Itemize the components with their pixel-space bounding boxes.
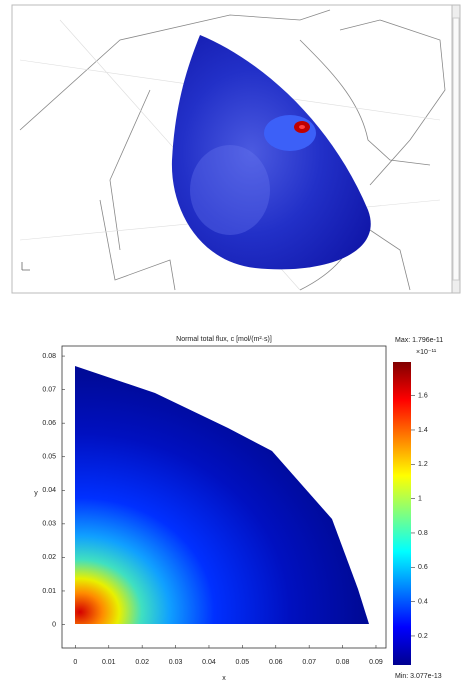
colorbar-tick-label: 1 bbox=[418, 495, 422, 502]
x-tick-label: 0.02 bbox=[135, 659, 149, 666]
y-tick-label: 0.01 bbox=[42, 588, 56, 595]
colorbar-tick-label: 0.2 bbox=[418, 633, 428, 640]
colorbar-tick-label: 0.8 bbox=[418, 530, 428, 537]
x-tick-label: 0.07 bbox=[302, 659, 316, 666]
y-tick-label: 0.06 bbox=[42, 420, 56, 427]
colorbar-tick-label: 1.6 bbox=[418, 392, 428, 399]
y-tick-label: 0 bbox=[52, 621, 56, 628]
plot-title: Normal total flux, c [mol/(m²·s)] bbox=[176, 336, 272, 343]
colorbar-tick-label: 1.2 bbox=[418, 461, 428, 468]
x-tick-label: 0.04 bbox=[202, 659, 216, 666]
3d-view bbox=[11, 4, 461, 294]
colorbar-scale: ×10⁻¹¹ bbox=[416, 349, 437, 356]
colorbar-tick-label: 0.6 bbox=[418, 564, 428, 571]
colorbar bbox=[393, 362, 411, 665]
x-tick-label: 0.03 bbox=[169, 659, 183, 666]
x-tick-label: 0.06 bbox=[269, 659, 283, 666]
y-tick-label: 0.05 bbox=[42, 454, 56, 461]
colorbar-tick-label: 0.4 bbox=[418, 598, 428, 605]
x-tick-label: 0.01 bbox=[102, 659, 116, 666]
x-tick-label: 0.08 bbox=[336, 659, 350, 666]
y-tick-label: 0.02 bbox=[42, 554, 56, 561]
x-tick-label: 0.05 bbox=[236, 659, 250, 666]
colorbar-tick-label: 1.4 bbox=[418, 427, 428, 434]
x-tick-label: 0.09 bbox=[369, 659, 383, 666]
y-axis-label: y bbox=[34, 490, 38, 497]
x-axis-label: x bbox=[222, 675, 226, 682]
y-tick-label: 0.04 bbox=[42, 487, 56, 494]
max-label: Max: 1.796e-11 bbox=[395, 337, 443, 344]
y-tick-label: 0.07 bbox=[42, 386, 56, 393]
y-tick-label: 0.03 bbox=[42, 521, 56, 528]
x-tick-label: 0 bbox=[73, 659, 77, 666]
min-label: Min: 3.077e-13 bbox=[395, 673, 442, 680]
flux-field bbox=[75, 366, 369, 624]
y-tick-label: 0.08 bbox=[42, 353, 56, 360]
